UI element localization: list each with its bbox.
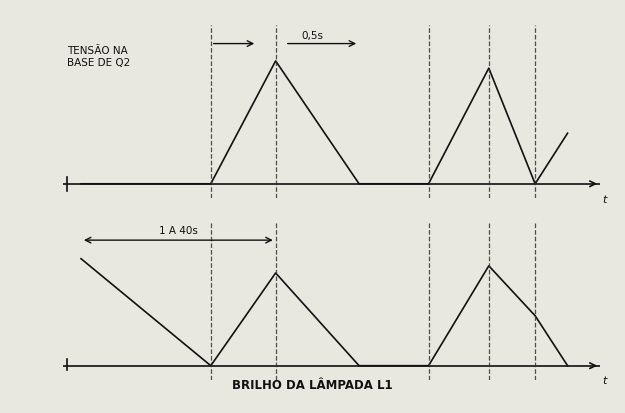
- Text: TENSÃO NA
BASE DE Q2: TENSÃO NA BASE DE Q2: [67, 47, 131, 68]
- Text: BRILHO DA LÂMPADA L1: BRILHO DA LÂMPADA L1: [232, 379, 393, 392]
- Text: t: t: [602, 195, 607, 205]
- Text: t: t: [602, 376, 607, 386]
- Text: 0,5s: 0,5s: [302, 31, 324, 41]
- Text: 1 A 40s: 1 A 40s: [159, 226, 198, 236]
